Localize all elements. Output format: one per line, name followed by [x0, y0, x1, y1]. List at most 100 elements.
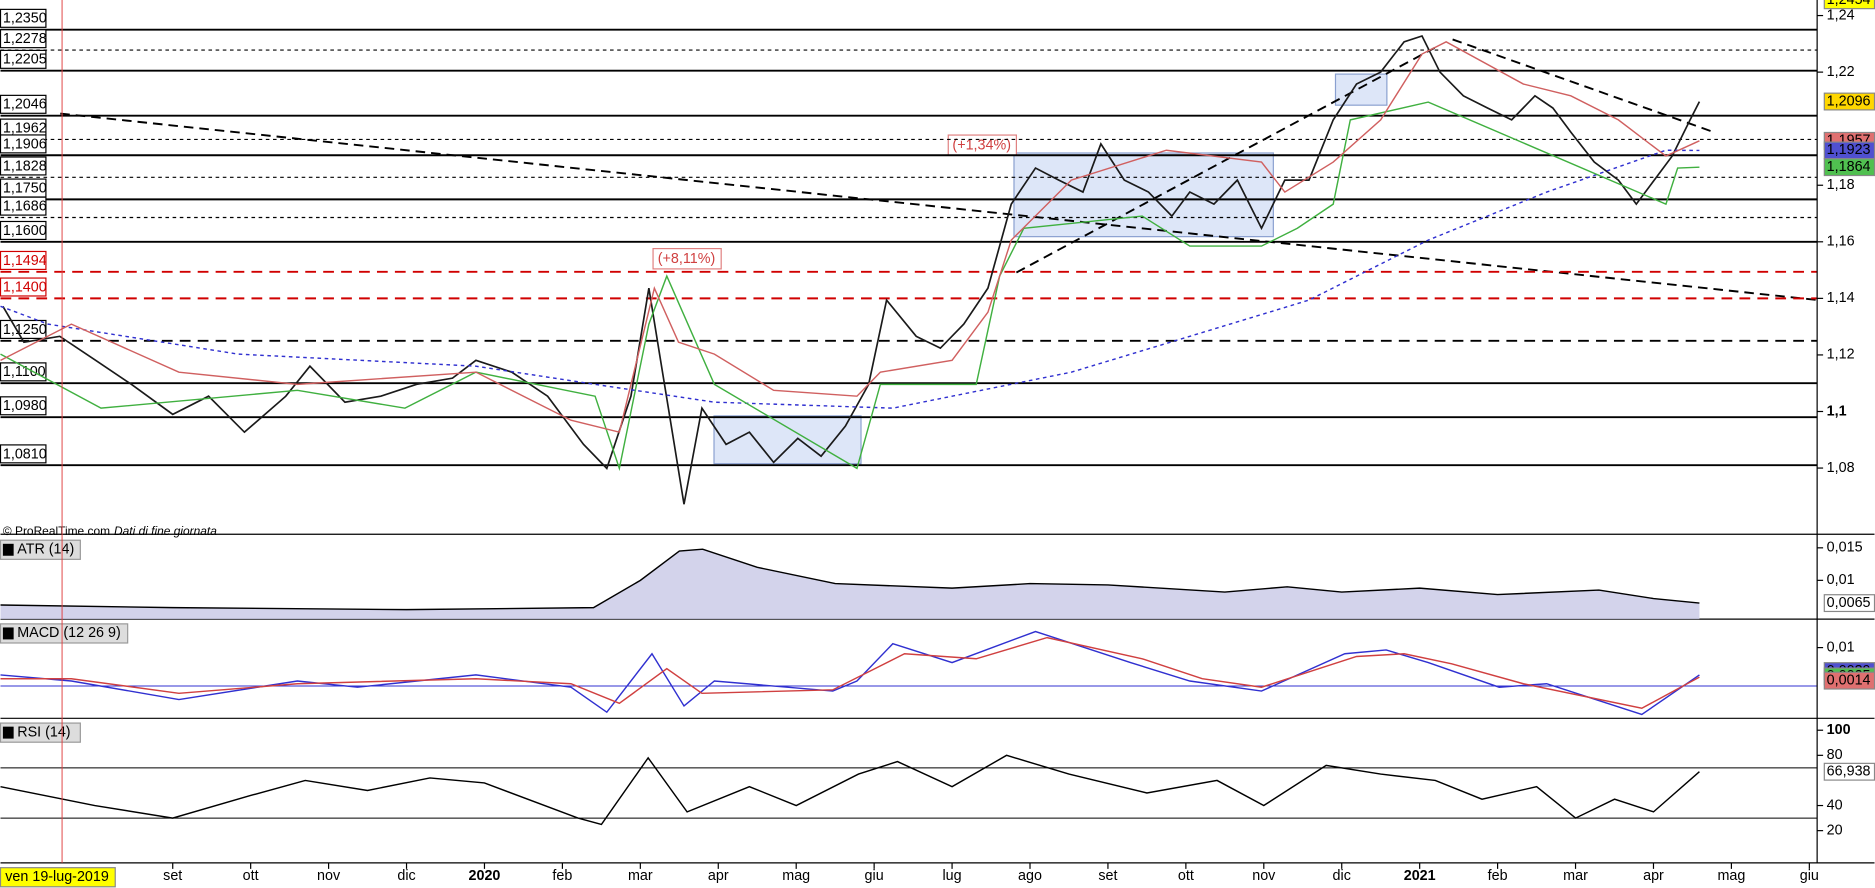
level-label: 1,2205	[3, 52, 47, 68]
x-tick-label: 2021	[1404, 868, 1436, 884]
cursor-label-box	[0, 867, 116, 888]
x-tick-label: ott	[1178, 868, 1194, 884]
level-label: 1,2350	[3, 11, 47, 27]
range-box	[1013, 152, 1274, 238]
panel-label-box	[0, 623, 129, 644]
level-label-box	[0, 49, 47, 69]
x-tick-label: mar	[1563, 868, 1588, 884]
value-tag-label: 1,1864	[1827, 159, 1871, 175]
panel-label-icon	[2, 726, 14, 739]
level-label-box	[0, 362, 47, 382]
x-tick-label: apr	[1643, 868, 1664, 884]
y-tick-label: 1,24	[1827, 7, 1855, 23]
x-tick-label: giu	[865, 868, 884, 884]
y-tick-label: 1,14	[1827, 290, 1855, 306]
level-label-box	[0, 277, 47, 297]
value-tag-label: 1,1923	[1827, 142, 1871, 158]
level-label: 1,1100	[3, 364, 46, 380]
credit: © ProRealTime.com	[3, 524, 110, 538]
panel-title: RSI (14)	[17, 724, 70, 740]
value-tag-label: 1,2096	[1827, 93, 1871, 109]
panel-label-icon	[2, 543, 14, 556]
y-tick-label: 20	[1827, 822, 1843, 838]
boxes	[713, 73, 1388, 465]
x-tick-label: apr	[708, 868, 729, 884]
x-tick-label: feb	[552, 868, 572, 884]
value-tag-label: 0,0065	[1827, 595, 1871, 611]
x-tick-label: 2020	[469, 868, 501, 884]
x-tick-label: nov	[317, 868, 341, 884]
panel-label-icon	[2, 627, 14, 640]
y-tick-label: 1,08	[1827, 460, 1855, 476]
x-tick-label: ago	[1018, 868, 1042, 884]
area	[0, 549, 1700, 620]
x-tick-label: dic	[397, 868, 415, 884]
y-tick-label: 0,015	[1827, 540, 1863, 556]
level-label: 1,1828	[3, 158, 47, 174]
level-label: 1,1962	[3, 120, 47, 136]
level-label-box	[0, 319, 47, 339]
level-label-box	[0, 29, 47, 49]
y-tick-label: 1,12	[1827, 347, 1855, 363]
x-tick-label: nov	[1252, 868, 1276, 884]
y-tick-label: 100	[1827, 722, 1851, 738]
x-tick-label: ott	[243, 868, 259, 884]
x-tick-label: mag	[782, 868, 810, 884]
value-tag-label: 1,2454	[1827, 0, 1871, 8]
level-label: 1,2046	[3, 97, 47, 113]
trend-line	[1015, 46, 1436, 274]
series-line	[0, 149, 1700, 409]
x-tick-label: set	[163, 868, 182, 884]
level-label: 1,1250	[3, 322, 47, 338]
series-line	[0, 41, 1700, 434]
level-label-box	[0, 134, 47, 154]
level-label-box	[0, 396, 47, 416]
level-label: 1,1494	[3, 253, 47, 269]
level-label: 1,0980	[3, 398, 47, 414]
level-label: 1,2278	[3, 31, 47, 47]
level-label: 1,1686	[3, 199, 47, 215]
series-line	[0, 754, 1700, 826]
y-tick-label: 80	[1827, 747, 1843, 763]
level-label: 1,1906	[3, 136, 47, 152]
y-tick-label: 1,1	[1827, 403, 1847, 419]
y-tick-label: 40	[1827, 797, 1843, 813]
x-tick-label: dic	[1333, 868, 1351, 884]
series-line	[0, 630, 1700, 716]
level-label: 1,1600	[3, 223, 47, 239]
annotation: (+1,34%)	[952, 138, 1011, 154]
credit-note: Dati di fine giornata	[114, 524, 217, 538]
series-line	[0, 548, 1700, 611]
x-tick-label: mar	[628, 868, 653, 884]
value-tag-label: 0,0014	[1827, 672, 1871, 688]
series-line	[0, 636, 1700, 710]
level-label-box	[0, 196, 47, 216]
trend-lines	[60, 38, 1818, 301]
x-tick-label: set	[1098, 868, 1117, 884]
level-label: 1,0810	[3, 446, 47, 462]
value-tag-label: 66,938	[1827, 764, 1871, 780]
level-label-box	[0, 156, 47, 176]
y-tick-label: 0,01	[1827, 639, 1855, 655]
panel-title: ATR (14)	[17, 542, 74, 558]
panel-label-box	[0, 539, 81, 560]
level-label: 1,1400	[3, 279, 47, 295]
annotation-box	[652, 247, 722, 270]
y-tick-label: 1,16	[1827, 234, 1855, 250]
range-box	[1334, 73, 1388, 106]
x-tick-label: lug	[943, 868, 962, 884]
x-tick-label: mag	[1717, 868, 1745, 884]
level-label-box	[0, 94, 47, 114]
y-tick-label: 0,01	[1827, 572, 1855, 588]
level-label: 1,1750	[3, 180, 47, 196]
cursor-label: ven 19-lug-2019	[5, 869, 109, 885]
y-tick-label: 1,18	[1827, 177, 1855, 193]
level-label-box	[0, 250, 47, 270]
level-label-box	[0, 444, 47, 464]
y-tick-label: 1,22	[1827, 64, 1855, 80]
level-label-box	[0, 8, 47, 28]
series-line	[2, 34, 1701, 505]
